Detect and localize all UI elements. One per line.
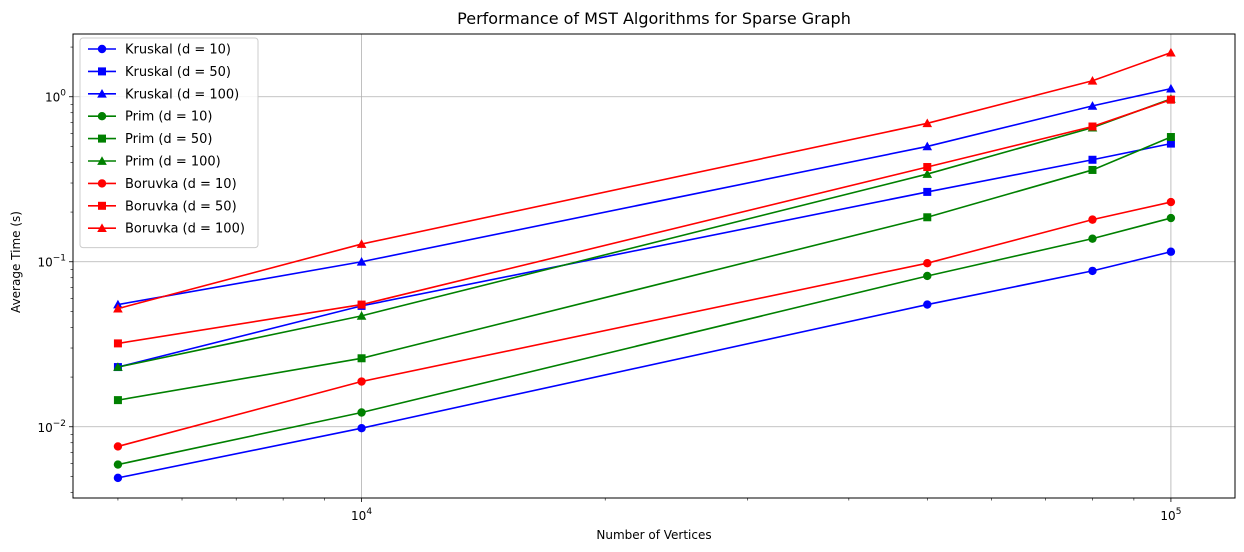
data-point xyxy=(113,303,123,313)
data-point xyxy=(1088,155,1097,164)
series-5 xyxy=(113,133,1175,405)
legend-marker xyxy=(97,156,107,165)
data-point xyxy=(1166,83,1176,93)
data-point xyxy=(113,442,123,451)
series-line xyxy=(117,136,1172,401)
legend-item: Prim (d = 10) xyxy=(88,110,212,125)
legend-marker xyxy=(98,201,106,210)
legend-item: Kruskal (d = 100) xyxy=(88,87,239,102)
data-point xyxy=(922,141,933,151)
x-tick-label: 104 xyxy=(351,507,372,523)
legend-marker xyxy=(98,134,106,143)
y-tick-label: 10−2 xyxy=(37,419,66,435)
data-point xyxy=(113,396,122,405)
chart-title: Performance of MST Algorithms for Sparse… xyxy=(457,9,851,28)
legend-marker xyxy=(97,179,107,188)
data-point xyxy=(1088,215,1097,224)
data-point xyxy=(1087,75,1098,85)
series-9 xyxy=(113,47,1176,313)
legend-item: Prim (d = 100) xyxy=(88,155,221,170)
legend-marker xyxy=(97,112,107,121)
series-line xyxy=(117,51,1172,310)
y-axis-label: Average Time (s) xyxy=(9,211,23,313)
legend-label: Prim (d = 10) xyxy=(125,110,212,125)
data-point xyxy=(1166,213,1176,223)
data-point xyxy=(1087,101,1098,110)
legend-label: Prim (d = 50) xyxy=(125,132,212,147)
legend-item: Boruvka (d = 100) xyxy=(88,222,245,237)
data-point xyxy=(357,354,366,363)
data-point xyxy=(1166,247,1176,256)
legend-item: Boruvka (d = 50) xyxy=(88,199,237,214)
series-3 xyxy=(113,83,1176,309)
data-point xyxy=(1166,197,1176,207)
y-tick-label: 10−1 xyxy=(37,254,66,270)
legend-item: Boruvka (d = 10) xyxy=(88,177,237,192)
legend-box xyxy=(79,37,259,249)
legend-item: Prim (d = 50) xyxy=(88,132,212,147)
legend: Kruskal (d = 10) Kruskal (d = 50) Kruskal … xyxy=(79,37,259,249)
data-point xyxy=(357,377,366,386)
data-point xyxy=(113,362,123,371)
data-point xyxy=(1088,122,1097,131)
legend-item: Kruskal (d = 10) xyxy=(88,43,231,58)
series-6 xyxy=(113,94,1176,371)
data-point xyxy=(1166,47,1176,57)
data-point xyxy=(923,163,932,172)
data-point xyxy=(357,300,366,309)
data-point xyxy=(356,256,367,266)
legend-label: Boruvka (d = 10) xyxy=(125,177,237,192)
data-point xyxy=(1088,165,1097,174)
data-point xyxy=(923,213,932,222)
x-axis-label: Number of Vertices xyxy=(596,528,711,542)
legend-label: Kruskal (d = 50) xyxy=(125,65,231,80)
series-4 xyxy=(113,213,1176,469)
data-point xyxy=(1166,139,1175,148)
series-line xyxy=(117,87,1172,306)
series-7 xyxy=(113,197,1176,451)
data-point xyxy=(923,258,932,268)
legend-label: Boruvka (d = 100) xyxy=(125,222,245,237)
legend-marker xyxy=(97,223,107,233)
legend-marker xyxy=(97,89,107,98)
data-point xyxy=(1088,266,1097,276)
data-point xyxy=(357,423,366,433)
series-1 xyxy=(113,247,1176,483)
legend-label: Kruskal (d = 10) xyxy=(125,43,231,58)
series-line xyxy=(117,217,1172,466)
legend-label: Prim (d = 100) xyxy=(125,155,221,170)
data-point xyxy=(922,169,933,178)
series-8 xyxy=(113,95,1175,348)
data-point xyxy=(1166,95,1175,104)
data-point xyxy=(923,300,932,309)
data-point xyxy=(356,311,367,320)
data-point xyxy=(1088,234,1097,243)
data-point xyxy=(923,271,932,281)
data-point xyxy=(356,239,367,248)
plot-frame xyxy=(72,33,1236,499)
data-point xyxy=(113,460,123,469)
data-point xyxy=(923,187,932,196)
series-layer xyxy=(113,47,1176,483)
legend-label: Boruvka (d = 50) xyxy=(125,199,237,214)
legend-label: Kruskal (d = 100) xyxy=(125,87,239,102)
legend-marker xyxy=(98,67,106,76)
series-line xyxy=(117,201,1172,448)
legend-marker xyxy=(97,44,107,54)
data-point xyxy=(922,118,933,128)
data-point xyxy=(113,473,123,483)
data-point xyxy=(113,339,122,348)
x-tick-label: 105 xyxy=(1160,507,1181,523)
data-point xyxy=(1166,133,1175,142)
series-line xyxy=(117,98,1172,345)
series-line xyxy=(117,250,1172,479)
data-point xyxy=(357,408,366,417)
y-tick-label: 100 xyxy=(45,89,66,105)
grid xyxy=(73,34,1235,498)
legend-item: Kruskal (d = 50) xyxy=(88,65,231,80)
